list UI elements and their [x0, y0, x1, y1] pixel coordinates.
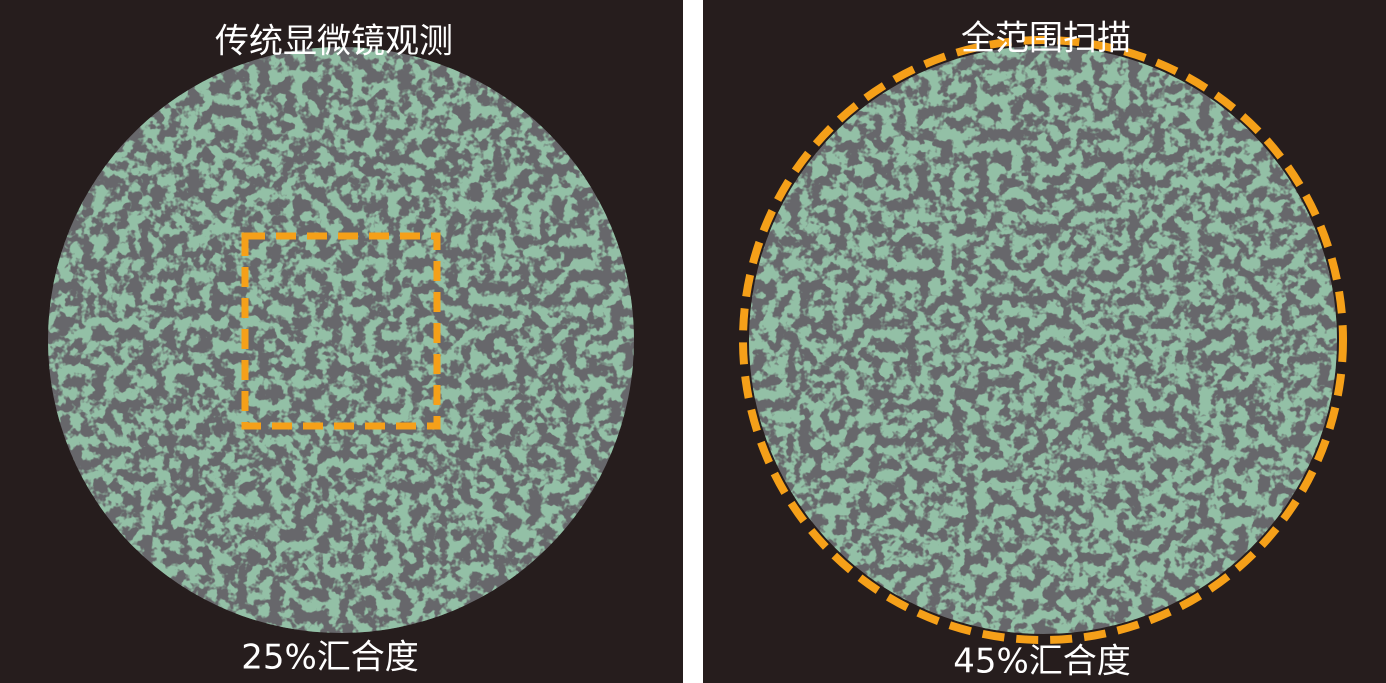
left-panel: 传统显微镜观测 25%汇合度: [0, 0, 683, 683]
panel-caption: 25%汇合度: [241, 638, 419, 678]
scan-area: [739, 36, 1347, 644]
cell-texture: [48, 47, 634, 633]
panel-caption: 45%汇合度: [953, 642, 1131, 682]
panel-title: 全范围扫描: [961, 19, 1131, 59]
cell-texture: [749, 46, 1337, 634]
field-of-view: [241, 232, 441, 430]
right-panel: 全范围扫描 45%汇合度: [703, 0, 1386, 683]
panel-title: 传统显微镜观测: [215, 22, 453, 62]
